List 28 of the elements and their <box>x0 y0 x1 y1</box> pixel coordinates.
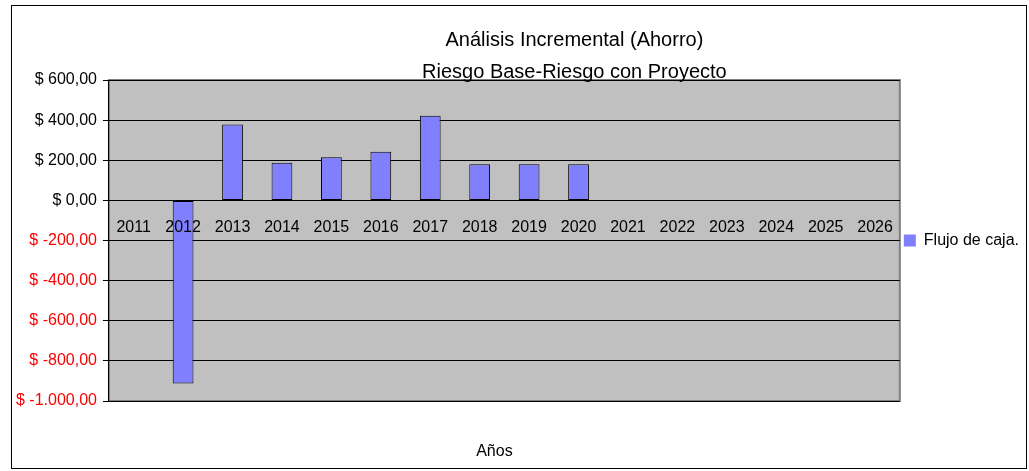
x-tick-label: 2018 <box>461 218 498 236</box>
chart-subtitle: Riesgo Base-Riesgo con Proyecto <box>422 60 727 82</box>
x-tick-label: 2025 <box>807 218 844 236</box>
x-tick-label: 2013 <box>214 218 251 236</box>
x-tick-label: 2020 <box>560 218 597 236</box>
y-tick-label: $ -600,00 <box>29 311 98 329</box>
x-tick-label: 2024 <box>758 218 795 236</box>
chart-title: Análisis Incremental (Ahorro) <box>445 28 704 50</box>
y-tick-label: $ -400,00 <box>29 271 98 289</box>
y-tick-label: $ -800,00 <box>29 351 98 369</box>
x-tick-label: 2015 <box>313 218 350 236</box>
x-tick-label: 2026 <box>857 218 894 236</box>
x-tick-label: 2022 <box>659 218 696 236</box>
y-tick-label: $ 600,00 <box>34 70 98 88</box>
y-tick-label: $ -200,00 <box>29 230 98 248</box>
y-tick-label: $ 400,00 <box>34 110 98 128</box>
x-axis-title: Años <box>476 442 513 459</box>
x-tick-label: 2023 <box>709 218 745 236</box>
y-tick-label: $ -1.000,00 <box>16 391 98 409</box>
x-tick-label: 2019 <box>511 218 548 236</box>
x-tick-label: 2021 <box>610 218 646 236</box>
x-tick-label: 2017 <box>412 218 449 236</box>
x-tick-label: 2016 <box>363 218 399 236</box>
y-tick-label: $ 0,00 <box>52 190 98 208</box>
y-tick-label: $ 200,00 <box>34 150 98 168</box>
legend-label: Flujo de caja. <box>923 230 1020 248</box>
x-tick-label: 2011 <box>116 218 151 236</box>
x-tick-label: 2014 <box>264 218 300 236</box>
